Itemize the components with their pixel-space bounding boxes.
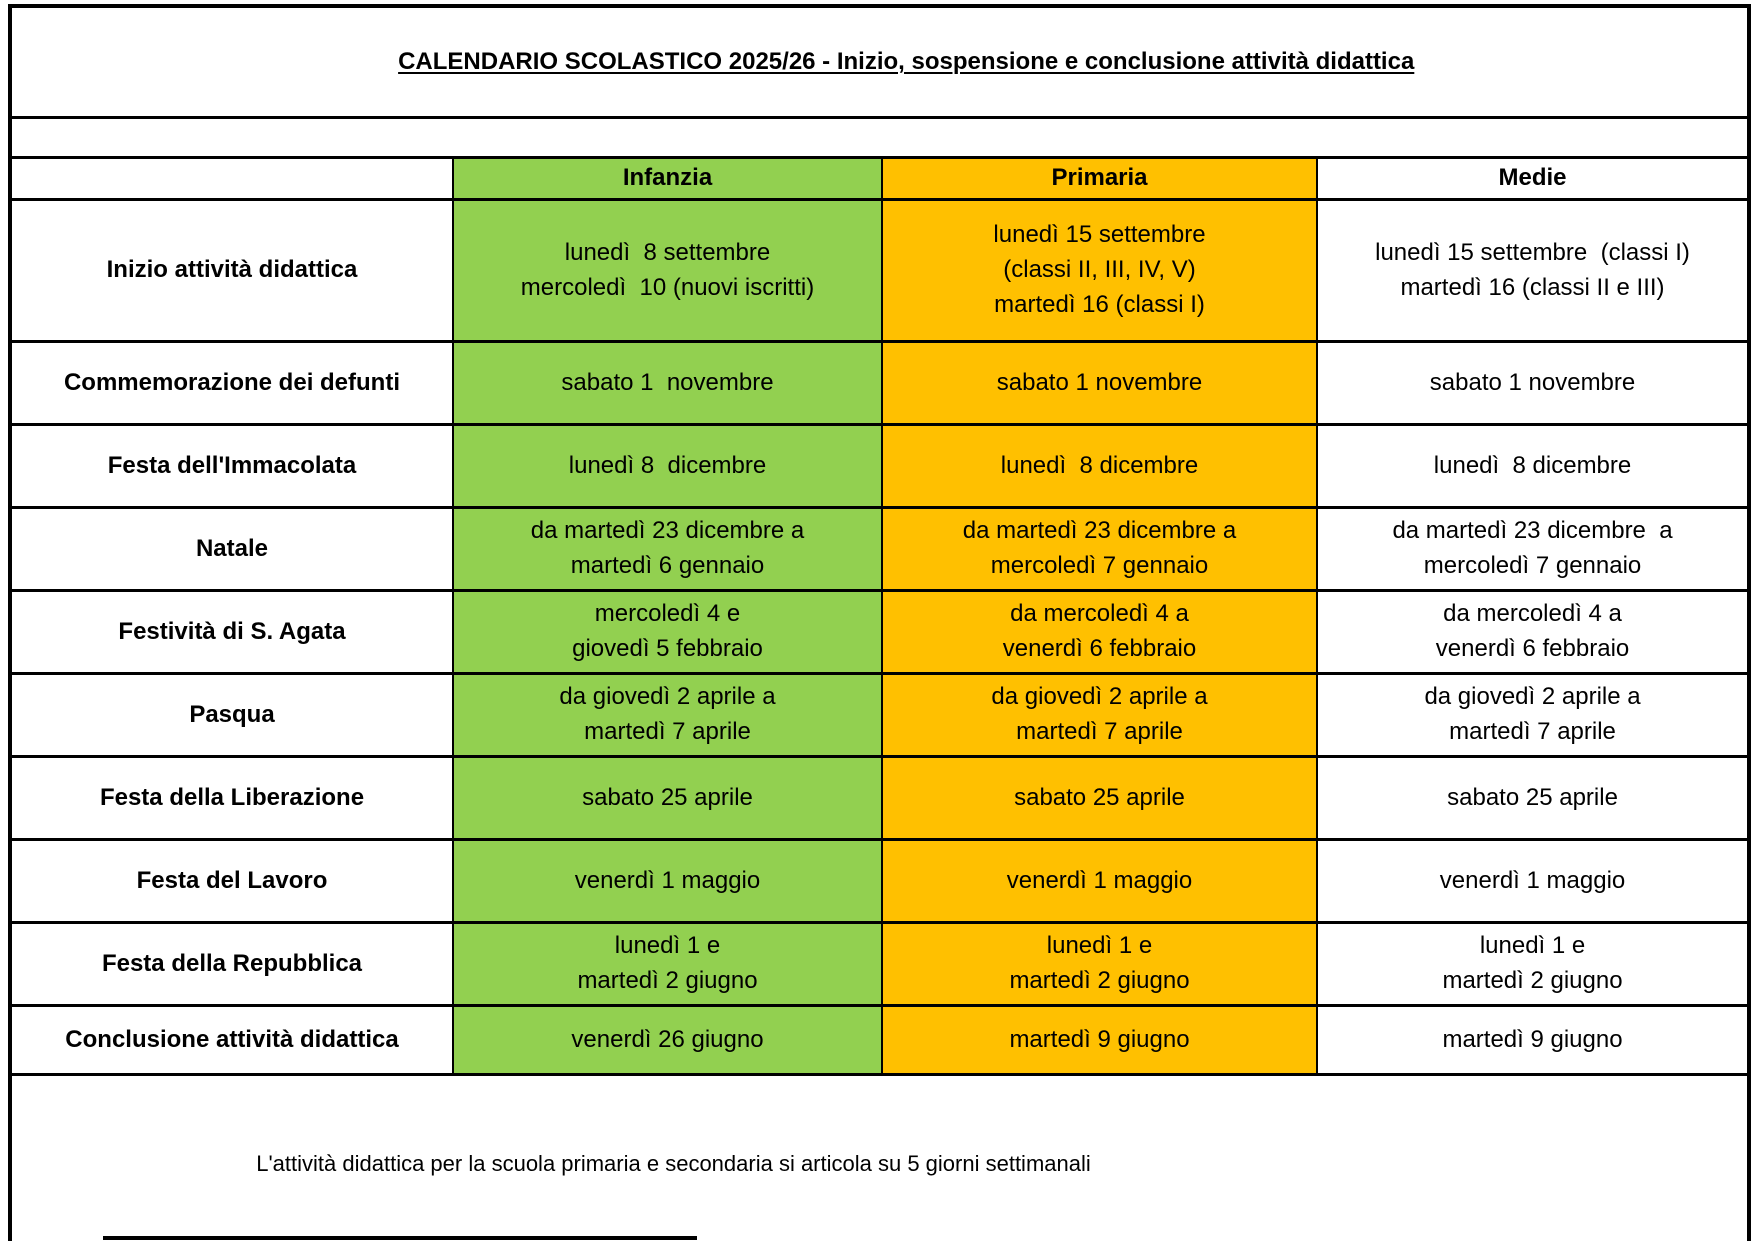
row-liberazione: Festa della Liberazione sabato 25 aprile… bbox=[9, 755, 1751, 842]
cell-label: Pasqua bbox=[9, 672, 454, 759]
cell-label: Festa dell'Immacolata bbox=[9, 423, 454, 510]
header-row: Infanzia Primaria Medie bbox=[9, 156, 1751, 202]
row-sant-agata: Festività di S. Agata mercoledì 4 e giov… bbox=[9, 589, 1751, 676]
cell-label: Festività di S. Agata bbox=[9, 589, 454, 676]
cell-medie: venerdì 1 maggio bbox=[1315, 838, 1751, 925]
header-medie: Medie bbox=[1315, 156, 1751, 202]
cell-label: Conclusione attività didattica bbox=[9, 1004, 454, 1077]
cell-infanzia: sabato 1 novembre bbox=[452, 340, 883, 427]
cutoff-row-border-line bbox=[103, 1236, 697, 1240]
row-commemorazione-defunti: Commemorazione dei defunti sabato 1 nove… bbox=[9, 340, 1751, 427]
cell-primaria: lunedì 8 dicembre bbox=[881, 423, 1318, 510]
cell-medie: lunedì 1 e martedì 2 giugno bbox=[1315, 921, 1751, 1008]
row-natale: Natale da martedì 23 dicembre a martedì … bbox=[9, 506, 1751, 593]
cell-medie: sabato 25 aprile bbox=[1315, 755, 1751, 842]
footnote-row: L'attività didattica per la scuola prima… bbox=[8, 1073, 1751, 1241]
cell-primaria: da martedì 23 dicembre a mercoledì 7 gen… bbox=[881, 506, 1318, 593]
cell-label: Inizio attività didattica bbox=[9, 198, 454, 344]
cell-primaria: sabato 25 aprile bbox=[881, 755, 1318, 842]
cell-medie: da giovedì 2 aprile a martedì 7 aprile bbox=[1315, 672, 1751, 759]
cell-primaria: martedì 9 giugno bbox=[881, 1004, 1318, 1077]
cell-medie: da mercoledì 4 a venerdì 6 febbraio bbox=[1315, 589, 1751, 676]
cell-infanzia: lunedì 1 e martedì 2 giugno bbox=[452, 921, 883, 1008]
spacer-cell bbox=[8, 116, 1751, 160]
cell-medie: lunedì 15 settembre (classi I) martedì 1… bbox=[1315, 198, 1751, 344]
cell-infanzia: lunedì 8 settembre mercoledì 10 (nuovi i… bbox=[452, 198, 883, 344]
row-conclusione-attivita: Conclusione attività didattica venerdì 2… bbox=[9, 1004, 1751, 1077]
footnote-text: L'attività didattica per la scuola prima… bbox=[256, 1150, 1091, 1176]
cell-infanzia: mercoledì 4 e giovedì 5 febbraio bbox=[452, 589, 883, 676]
cell-primaria: lunedì 1 e martedì 2 giugno bbox=[881, 921, 1318, 1008]
cell-infanzia: venerdì 26 giugno bbox=[452, 1004, 883, 1077]
cell-label: Commemorazione dei defunti bbox=[9, 340, 454, 427]
calendar-title-cell: CALENDARIO SCOLASTICO 2025/26 - Inizio, … bbox=[8, 4, 1751, 120]
header-empty-cell bbox=[9, 156, 454, 202]
cell-label: Festa della Repubblica bbox=[9, 921, 454, 1008]
row-festa-repubblica: Festa della Repubblica lunedì 1 e marted… bbox=[9, 921, 1751, 1008]
cell-medie: martedì 9 giugno bbox=[1315, 1004, 1751, 1077]
cell-label: Festa del Lavoro bbox=[9, 838, 454, 925]
cell-infanzia: da martedì 23 dicembre a martedì 6 genna… bbox=[452, 506, 883, 593]
title-row: CALENDARIO SCOLASTICO 2025/26 - Inizio, … bbox=[8, 4, 1751, 120]
cell-medie: lunedì 8 dicembre bbox=[1315, 423, 1751, 510]
cell-infanzia: sabato 25 aprile bbox=[452, 755, 883, 842]
footnote-cell: L'attività didattica per la scuola prima… bbox=[8, 1073, 1751, 1241]
cell-infanzia: venerdì 1 maggio bbox=[452, 838, 883, 925]
header-primaria: Primaria bbox=[881, 156, 1318, 202]
cell-infanzia: da giovedì 2 aprile a martedì 7 aprile bbox=[452, 672, 883, 759]
cell-medie: da martedì 23 dicembre a mercoledì 7 gen… bbox=[1315, 506, 1751, 593]
cell-primaria: da mercoledì 4 a venerdì 6 febbraio bbox=[881, 589, 1318, 676]
cell-label: Festa della Liberazione bbox=[9, 755, 454, 842]
school-calendar-table: CALENDARIO SCOLASTICO 2025/26 - Inizio, … bbox=[8, 4, 1752, 1241]
cell-infanzia: lunedì 8 dicembre bbox=[452, 423, 883, 510]
cell-label: Natale bbox=[9, 506, 454, 593]
cell-primaria: da giovedì 2 aprile a martedì 7 aprile bbox=[881, 672, 1318, 759]
cell-medie: sabato 1 novembre bbox=[1315, 340, 1751, 427]
calendar-title: CALENDARIO SCOLASTICO 2025/26 - Inizio, … bbox=[398, 47, 1415, 75]
row-festa-lavoro: Festa del Lavoro venerdì 1 maggio venerd… bbox=[9, 838, 1751, 925]
row-immacolata: Festa dell'Immacolata lunedì 8 dicembre … bbox=[9, 423, 1751, 510]
cell-primaria: lunedì 15 settembre (classi II, III, IV,… bbox=[881, 198, 1318, 344]
row-inizio-attivita: Inizio attività didattica lunedì 8 sette… bbox=[9, 198, 1751, 344]
cell-primaria: venerdì 1 maggio bbox=[881, 838, 1318, 925]
header-infanzia: Infanzia bbox=[452, 156, 883, 202]
spacer-row bbox=[8, 116, 1751, 160]
row-pasqua: Pasqua da giovedì 2 aprile a martedì 7 a… bbox=[9, 672, 1751, 759]
cell-primaria: sabato 1 novembre bbox=[881, 340, 1318, 427]
